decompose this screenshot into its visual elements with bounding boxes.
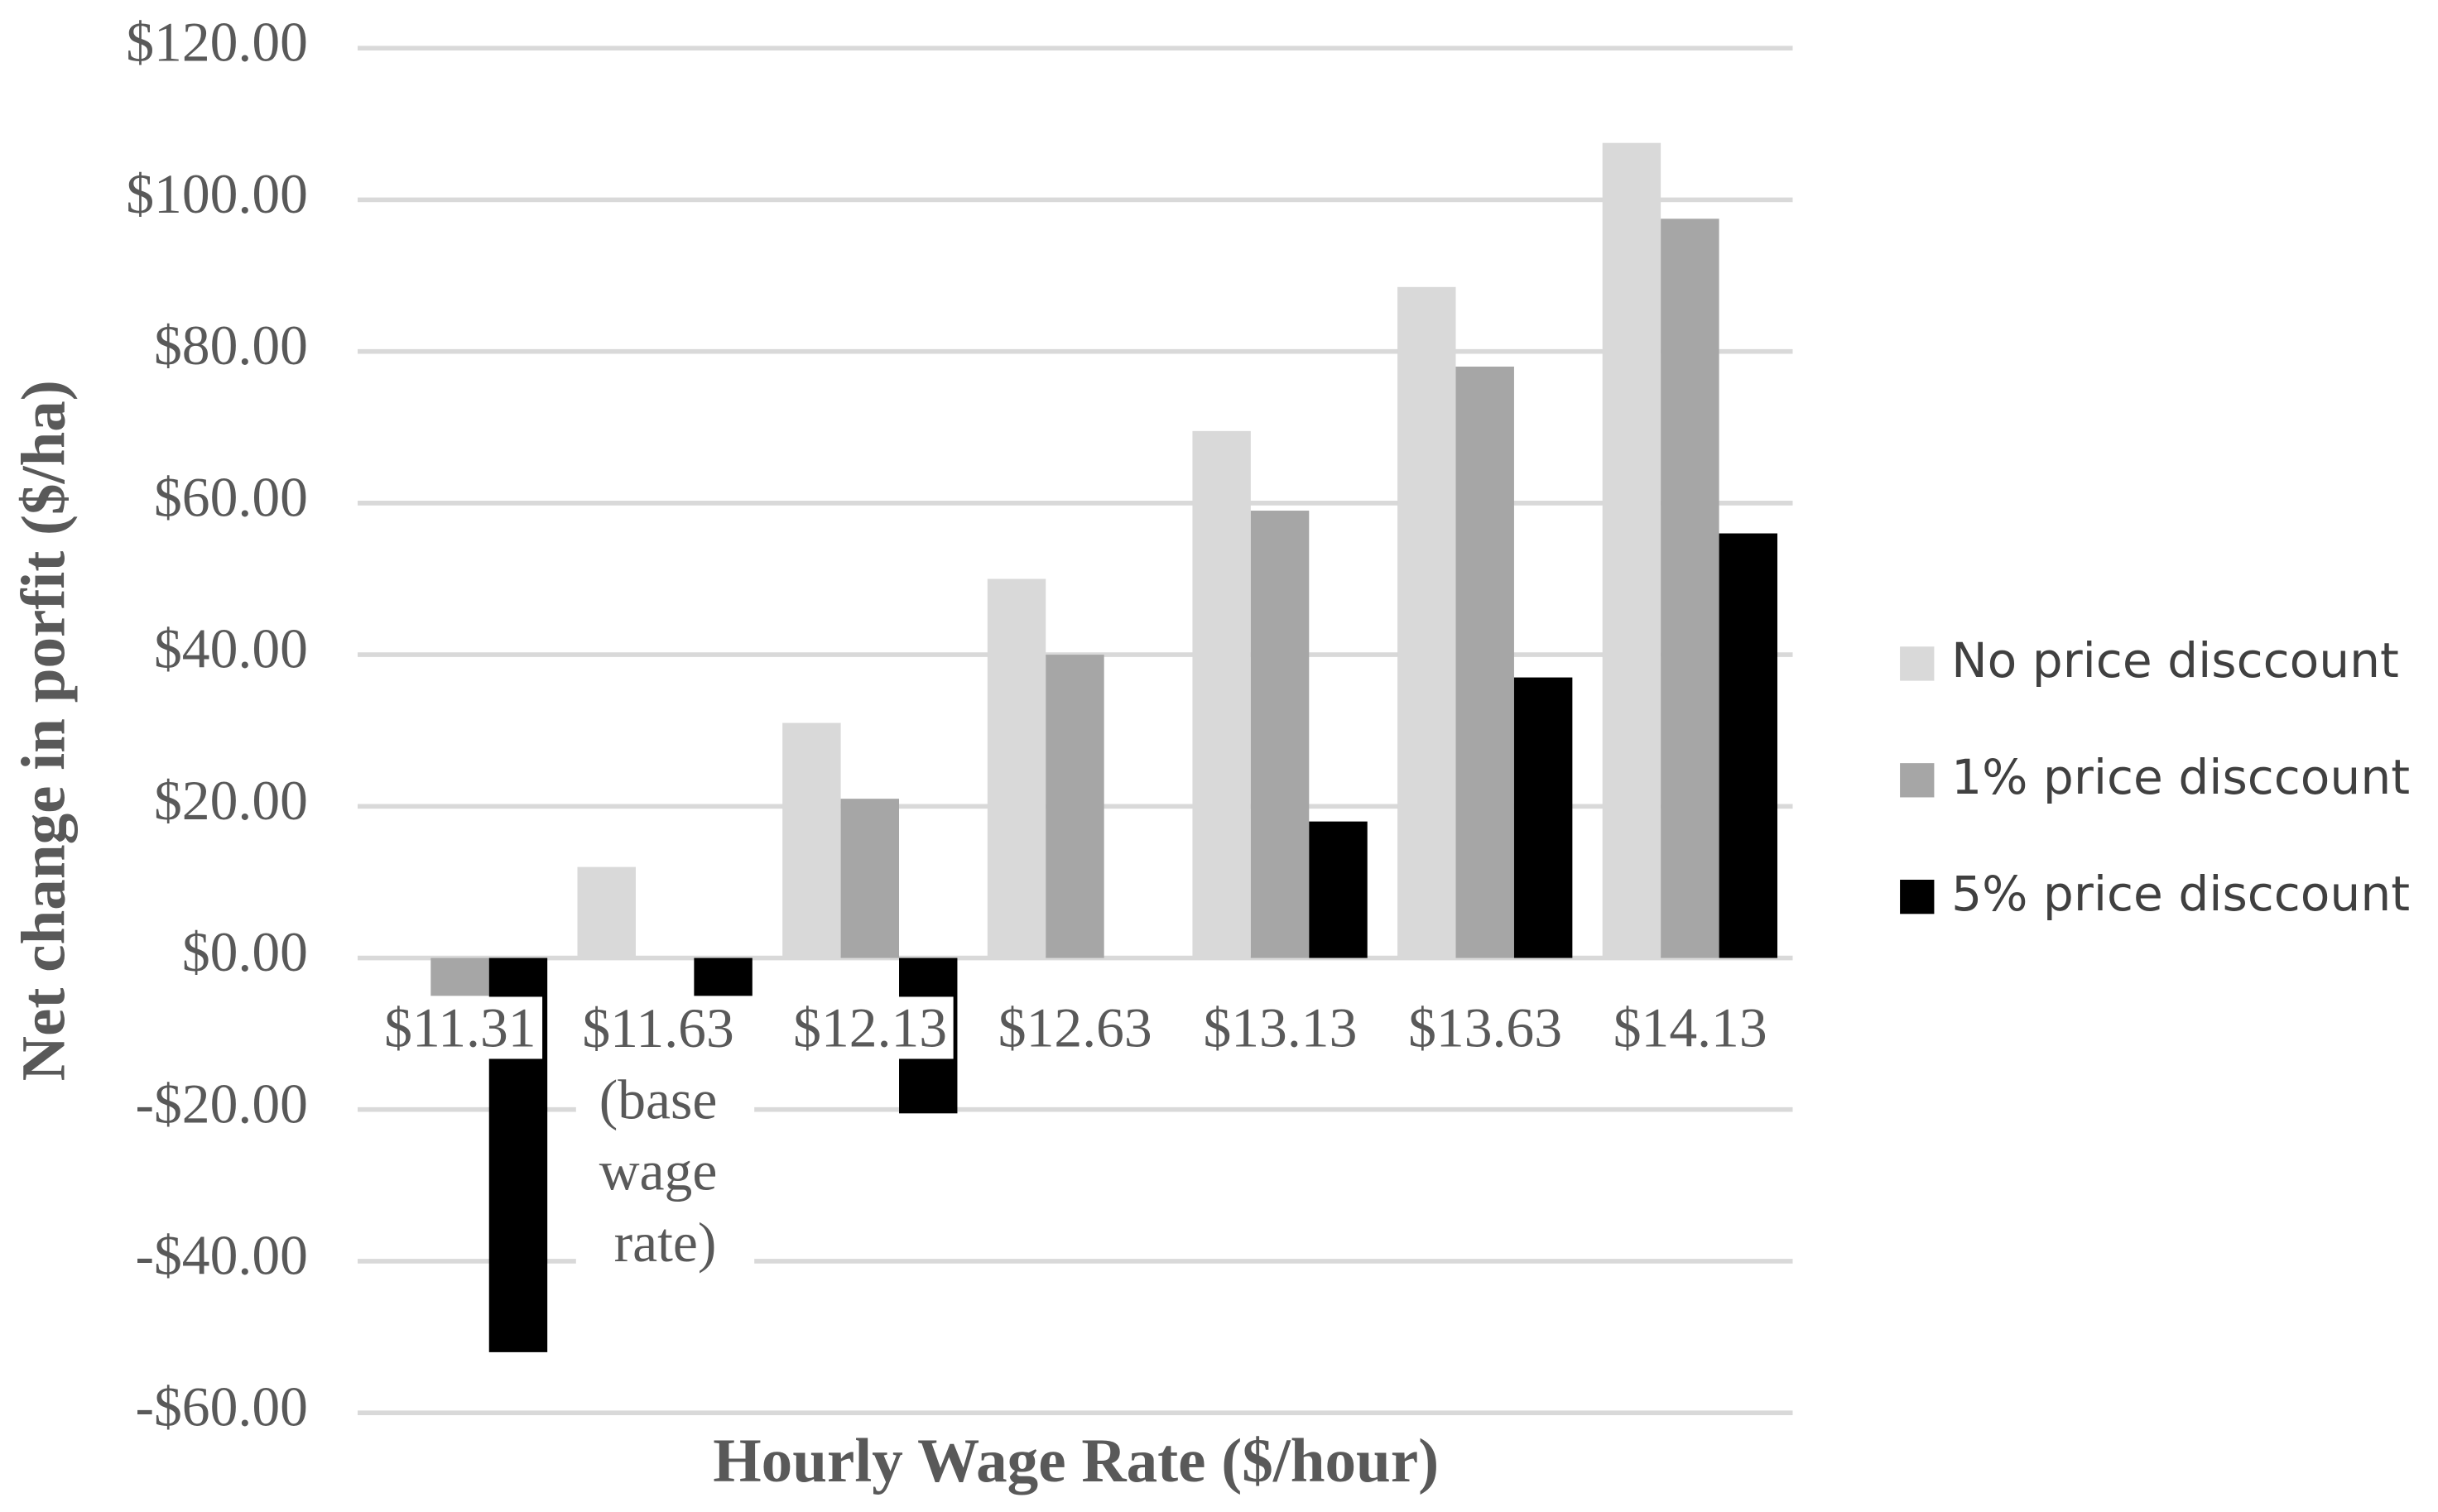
- x-tick-label: $13.63: [1408, 996, 1562, 1058]
- bar: [840, 799, 900, 958]
- y-tick-label: -$20.00: [135, 1073, 307, 1135]
- bar: [1661, 218, 1719, 958]
- bar: [694, 958, 753, 996]
- y-tick-label: $0.00: [182, 921, 308, 983]
- legend-label: 1% price disccount: [1951, 749, 2410, 805]
- legend-label: 5% price disccount: [1951, 866, 2410, 922]
- x-tick-label: $11.31: [384, 996, 536, 1058]
- bar: [1250, 511, 1310, 958]
- y-tick-label: $80.00: [154, 314, 308, 377]
- bar: [1046, 655, 1104, 958]
- label-background: [377, 996, 543, 1059]
- label-background: [786, 996, 954, 1059]
- bar: [430, 958, 489, 996]
- bar: [782, 722, 841, 958]
- x-tick-label-line: wage: [599, 1140, 732, 1202]
- bar: [1397, 286, 1456, 958]
- y-tick-label: $60.00: [154, 466, 308, 528]
- label-background: [1196, 996, 1363, 1059]
- bar: [1192, 430, 1251, 958]
- y-tick-label: $120.00: [126, 12, 308, 74]
- x-tick-label-line: $11.63: [582, 996, 748, 1058]
- x-axis-title: Hourly Wage Rate ($/hour): [713, 1427, 1439, 1495]
- bar: [1719, 533, 1778, 958]
- x-tick-label: $14.13: [1613, 996, 1767, 1058]
- y-axis-title: Net change in porfit ($/ha): [9, 380, 78, 1081]
- x-tick-label: $12.13: [793, 996, 947, 1058]
- bar: [1602, 142, 1661, 958]
- label-background: [1607, 996, 1774, 1059]
- label-background: [575, 996, 755, 1274]
- legend-swatch: [1900, 763, 1935, 798]
- bar: [577, 866, 636, 958]
- x-tick-label-line: (base: [599, 1068, 732, 1130]
- x-tick-label: $11.63 (base wage rate): [582, 996, 748, 1273]
- x-tick-label-line: rate): [614, 1212, 717, 1274]
- bar: [1455, 366, 1514, 958]
- y-tick-label: -$40.00: [135, 1224, 307, 1286]
- label-background: [1402, 996, 1569, 1059]
- legend-swatch: [1900, 879, 1935, 914]
- bar: [1309, 821, 1368, 958]
- legend-label: No price disccount: [1951, 632, 2399, 689]
- y-tick-label: $20.00: [154, 770, 308, 832]
- y-tick-label: $100.00: [126, 163, 308, 225]
- y-tick-label: -$60.00: [135, 1376, 307, 1438]
- bar: [987, 578, 1046, 958]
- bar: [1513, 677, 1573, 958]
- x-tick-label: $12.63: [998, 996, 1152, 1058]
- legend-swatch: [1900, 646, 1935, 681]
- y-tick-label: $40.00: [154, 618, 308, 680]
- label-background: [992, 996, 1159, 1059]
- x-tick-label: $13.13: [1203, 996, 1357, 1058]
